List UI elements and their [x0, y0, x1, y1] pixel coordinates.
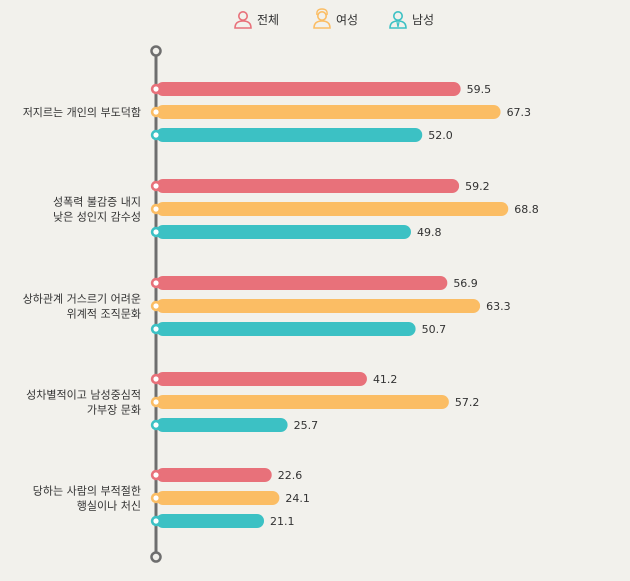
bar-marker-inner — [153, 303, 159, 309]
bar-marker-inner — [153, 206, 159, 212]
bar-marker-inner — [153, 183, 159, 189]
data-label: 25.7 — [294, 419, 319, 432]
icon-body — [389, 20, 407, 29]
data-label: 50.7 — [422, 323, 447, 336]
legend-label: 여성 — [336, 13, 358, 27]
bar — [156, 276, 448, 290]
bar — [156, 514, 265, 528]
legend-label: 전체 — [257, 13, 279, 27]
bar-marker-inner — [153, 229, 159, 235]
data-label: 41.2 — [373, 373, 398, 386]
category-label-line: 당하는 사람의 부적절한 — [33, 484, 141, 498]
icon-body — [313, 20, 331, 29]
bar-marker-inner — [153, 422, 159, 428]
icon-body — [234, 20, 252, 29]
category-label-line: 낮은 성인지 감수성 — [53, 211, 141, 224]
legend-item: 여성 — [313, 8, 358, 29]
legend-item: 전체 — [234, 11, 279, 29]
axis-top-cap — [150, 45, 162, 57]
bar — [156, 179, 460, 193]
bar — [156, 299, 481, 313]
bar — [156, 395, 449, 409]
person-icon — [234, 11, 252, 29]
bar — [156, 128, 423, 142]
data-label: 56.9 — [453, 277, 478, 290]
bar-marker-inner — [153, 326, 159, 332]
bar-marker-inner — [153, 86, 159, 92]
bar-marker-inner — [153, 472, 159, 478]
bar — [156, 491, 280, 505]
man-icon — [389, 11, 407, 29]
category-label-line: 상하관계 거스르기 어려운 — [23, 292, 141, 306]
bar-marker-inner — [153, 495, 159, 501]
category-label-line: 행실이나 처신 — [77, 500, 141, 513]
data-label: 63.3 — [486, 300, 511, 313]
bar-marker-inner — [153, 376, 159, 382]
data-label: 59.2 — [465, 180, 490, 193]
bar — [156, 322, 416, 336]
bar — [156, 372, 367, 386]
data-label: 59.5 — [467, 83, 492, 96]
data-label: 21.1 — [270, 515, 295, 528]
data-label: 57.2 — [455, 396, 480, 409]
axis-bottom-cap — [150, 551, 162, 563]
category-label-line: 가부장 문화 — [87, 404, 141, 417]
category-label-line: 위계적 조직문화 — [67, 308, 141, 321]
bar-marker-inner — [153, 399, 159, 405]
icon-tie — [396, 21, 400, 28]
icon-head — [317, 11, 327, 21]
icon-hair — [316, 8, 328, 16]
legend-item: 남성 — [389, 11, 434, 29]
legend-label: 남성 — [412, 13, 434, 27]
icon-head — [393, 11, 403, 21]
data-label: 52.0 — [428, 129, 453, 142]
data-label: 24.1 — [285, 492, 310, 505]
bar-marker-inner — [153, 132, 159, 138]
bar — [156, 468, 272, 482]
bar — [156, 105, 501, 119]
icon-head — [238, 11, 248, 21]
data-label: 67.3 — [507, 106, 532, 119]
data-label: 49.8 — [417, 226, 442, 239]
category-label-line: 성차별적이고 남성중심적 — [26, 389, 141, 402]
bar-marker-inner — [153, 280, 159, 286]
bar — [156, 418, 288, 432]
bar-marker-inner — [153, 518, 159, 524]
bar — [156, 202, 509, 216]
data-label: 68.8 — [514, 203, 539, 216]
bar — [156, 225, 411, 239]
data-label: 22.6 — [278, 469, 303, 482]
category-label-line: 성폭력 불감증 내지 — [53, 196, 141, 209]
bar-marker-inner — [153, 109, 159, 115]
woman-icon — [313, 8, 331, 29]
bar — [156, 82, 461, 96]
category-label: 저지르는 개인의 부도덕함 — [23, 106, 141, 119]
category-label-line: 저지르는 개인의 부도덕함 — [23, 106, 141, 119]
